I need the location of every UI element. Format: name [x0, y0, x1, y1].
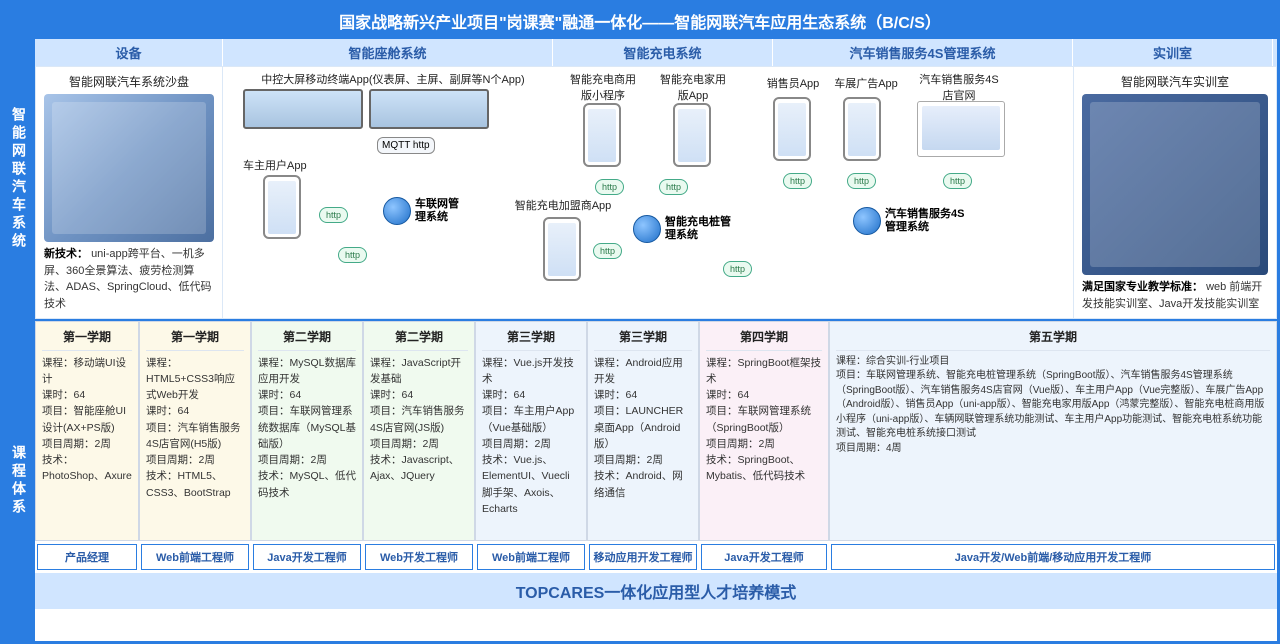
sem-3b: 第三学期 课程：Android应用开发 课时：64 项目：LAUNCHER桌面A… [587, 321, 699, 541]
role-mobile: 移动应用开发工程师 [589, 544, 697, 570]
owner-app-label: 车主用户App [243, 157, 307, 173]
footer: TOPCARES一体化应用型人才培养模式 [35, 573, 1277, 609]
globe-icon [633, 215, 661, 243]
sem-4: 第四学期 课程：SpringBoot框架技术 课时：64 项目：车联网管理系统（… [699, 321, 829, 541]
role-java2: Java开发工程师 [701, 544, 827, 570]
role-webfe1: Web前端工程师 [141, 544, 249, 570]
lab-tech: 满足国家专业教学标准： web 前端开发技能实训室、Java开发技能实训室 [1082, 279, 1268, 312]
architecture-diagram: 中控大屏移动终端App(仪表屏、主屏、副屏等N个App) 车主用户App MQT… [223, 66, 1073, 319]
http-pill: http [659, 179, 688, 195]
sem-hdr: 第四学期 [706, 328, 822, 351]
role-combo: Java开发/Web前端/移动应用开发工程师 [831, 544, 1275, 570]
phone-icon [673, 103, 711, 167]
phone-icon [583, 103, 621, 167]
sem-body: 课程：SpringBoot框架技术 课时：64 项目：车联网管理系统（Sprin… [706, 355, 822, 485]
sem-hdr: 第一学期 [146, 328, 244, 351]
sem-1b: 第一学期 课程：HTML5+CSS3响应式Web开发 课时：64 项目：汽车销售… [139, 321, 251, 541]
sem-hdr: 第三学期 [482, 328, 580, 351]
sem-body: 课程：Vue.js开发技术 课时：64 项目：车主用户App（Vue基础版） 项… [482, 355, 580, 518]
device-tech-label: 新技术： [44, 248, 88, 260]
hdr-charge: 智能充电系统 [553, 39, 773, 66]
sem-body: 课程：JavaScript开发基础 课时：64 项目：汽车销售服务4S店官网(J… [370, 355, 468, 485]
cabin-screens [243, 89, 489, 129]
sem-1a: 第一学期 课程：移动端UI设计 课时：64 项目：智能座舱UI设计(AX+PS版… [35, 321, 139, 541]
sem-hdr: 第一学期 [42, 328, 132, 351]
sales-h1: 销售员App [763, 75, 823, 91]
lab-image [1082, 94, 1268, 275]
mqtt-label: MQTT http [377, 137, 435, 154]
sem-3a: 第三学期 课程：Vue.js开发技术 课时：64 项目：车主用户App（Vue基… [475, 321, 587, 541]
screen-icon [369, 89, 489, 129]
screen-icon [243, 89, 363, 129]
curriculum-content: 第一学期 课程：移动端UI设计 课时：64 项目：智能座舱UI设计(AX+PS版… [35, 321, 1277, 641]
sales-sys-label: 汽车销售服务4S管理系统 [885, 208, 965, 234]
http-pill: http [319, 207, 348, 223]
globe-icon [383, 197, 411, 225]
sem-hdr: 第三学期 [594, 328, 692, 351]
column-headers: 设备 智能座舱系统 智能充电系统 汽车销售服务4S管理系统 实训室 [35, 39, 1277, 66]
sales-h2: 车展广告App [831, 75, 901, 91]
sem-body: 课程：MySQL数据库应用开发 课时：64 项目：车联网管理系统数据库（MySQ… [258, 355, 356, 501]
role-java1: Java开发工程师 [253, 544, 361, 570]
hdr-device: 设备 [35, 39, 223, 66]
sem-body: 课程：综合实训-行业项目 项目：车联网管理系统、智能充电桩管理系统（Spring… [836, 355, 1270, 457]
hdr-cabin: 智能座舱系统 [223, 39, 553, 66]
hdr-sales: 汽车销售服务4S管理系统 [773, 39, 1073, 66]
device-panel: 智能网联汽车系统沙盘 新技术： uni-app跨平台、一机多屏、360全景算法、… [35, 66, 223, 319]
lab-panel: 智能网联汽车实训室 满足国家专业教学标准： web 前端开发技能实训室、Java… [1073, 66, 1277, 319]
sidebar-upper: 智能网联汽车系统 [3, 39, 35, 319]
sem-hdr: 第二学期 [370, 328, 468, 351]
phone-icon [263, 175, 301, 239]
sales-h3: 汽车销售服务4S店官网 [919, 71, 999, 103]
http-pill: http [595, 179, 624, 195]
sem-2b: 第二学期 课程：JavaScript开发基础 课时：64 项目：汽车销售服务4S… [363, 321, 475, 541]
http-pill: http [943, 173, 972, 189]
phone-icon [773, 97, 811, 161]
upper-content: 设备 智能座舱系统 智能充电系统 汽车销售服务4S管理系统 实训室 智能网联汽车… [35, 39, 1277, 319]
http-pill: http [847, 173, 876, 189]
sales-system-node: 汽车销售服务4S管理系统 [853, 207, 965, 235]
main-area: 智能网联汽车系统 设备 智能座舱系统 智能充电系统 汽车销售服务4S管理系统 实… [3, 39, 1277, 641]
device-image [44, 94, 214, 242]
lab-tech-label: 满足国家专业教学标准： [1082, 281, 1203, 293]
sem-body: 课程：Android应用开发 课时：64 项目：LAUNCHER桌面App（An… [594, 355, 692, 501]
phone-icon [843, 97, 881, 161]
lower-section: 课程体系 第一学期 课程：移动端UI设计 课时：64 项目：智能座舱UI设计(A… [3, 319, 1277, 641]
charge-h2: 智能充电家用版App [658, 71, 728, 103]
device-tech: 新技术： uni-app跨平台、一机多屏、360全景算法、疲劳检测算法、ADAS… [44, 246, 214, 312]
cabin-wide-title: 中控大屏移动终端App(仪表屏、主屏、副屏等N个App) [243, 71, 543, 87]
charge-mid: 智能充电加盟商App [503, 197, 623, 213]
role-webdev: Web开发工程师 [365, 544, 473, 570]
sem-hdr: 第二学期 [258, 328, 356, 351]
charging-system-node: 智能充电桩管理系统 [633, 215, 735, 243]
sem-2a: 第二学期 课程：MySQL数据库应用开发 课时：64 项目：车联网管理系统数据库… [251, 321, 363, 541]
sem-body: 课程：HTML5+CSS3响应式Web开发 课时：64 项目：汽车销售服务4S店… [146, 355, 244, 501]
page-title: 国家战略新兴产业项目"岗课赛"融通一体化——智能网联汽车应用生态系统（B/C/S… [3, 3, 1277, 39]
diagram-row: 智能网联汽车系统沙盘 新技术： uni-app跨平台、一机多屏、360全景算法、… [35, 66, 1277, 319]
charge-h1: 智能充电商用版小程序 [568, 71, 638, 103]
phone-icon [543, 217, 581, 281]
semester-row: 第一学期 课程：移动端UI设计 课时：64 项目：智能座舱UI设计(AX+PS版… [35, 321, 1277, 541]
charge-sys-label: 智能充电桩管理系统 [665, 216, 735, 242]
http-pill: http [593, 243, 622, 259]
http-pill: http [723, 261, 752, 277]
upper-section: 智能网联汽车系统 设备 智能座舱系统 智能充电系统 汽车销售服务4S管理系统 实… [3, 39, 1277, 319]
sidebar-lower: 课程体系 [3, 321, 35, 641]
globe-icon [853, 207, 881, 235]
hdr-lab: 实训室 [1073, 39, 1273, 66]
iov-sys-label: 车联网管理系统 [415, 198, 465, 224]
sem-body: 课程：移动端UI设计 课时：64 项目：智能座舱UI设计(AX+PS版) 项目周… [42, 355, 132, 485]
sem-hdr: 第五学期 [836, 328, 1270, 351]
role-row: 产品经理 Web前端工程师 Java开发工程师 Web开发工程师 Web前端工程… [35, 541, 1277, 573]
http-pill: http [338, 247, 367, 263]
http-pill: http [783, 173, 812, 189]
device-title: 智能网联汽车系统沙盘 [44, 73, 214, 90]
sem-5: 第五学期 课程：综合实训-行业项目 项目：车联网管理系统、智能充电桩管理系统（S… [829, 321, 1277, 541]
lab-title: 智能网联汽车实训室 [1082, 73, 1268, 90]
role-webfe2: Web前端工程师 [477, 544, 585, 570]
main-frame: 国家战略新兴产业项目"岗课赛"融通一体化——智能网联汽车应用生态系统（B/C/S… [0, 0, 1280, 644]
iov-system-node: 车联网管理系统 [383, 197, 465, 225]
role-pm: 产品经理 [37, 544, 137, 570]
website-icon [917, 101, 1005, 157]
